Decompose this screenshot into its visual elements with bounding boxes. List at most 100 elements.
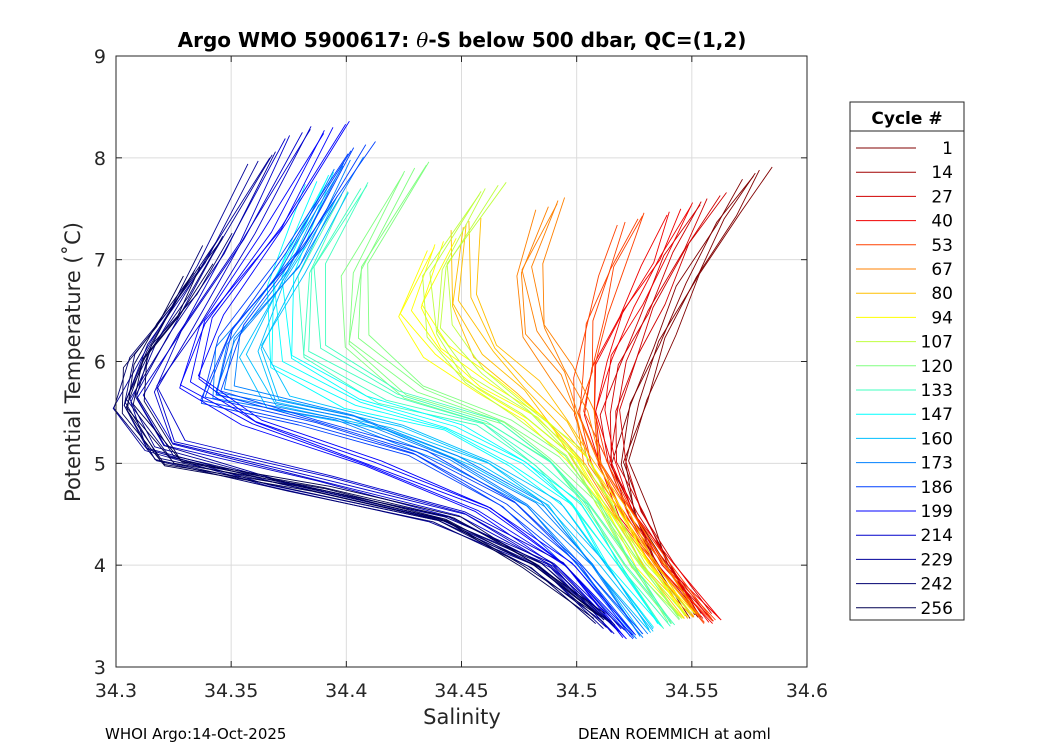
profile-line-80: [457, 223, 695, 617]
y-tick-label: 4: [94, 555, 106, 577]
profile-line-256: [143, 263, 606, 614]
profile-line-133: [325, 182, 672, 625]
x-tick-label: 34.5: [556, 680, 598, 702]
legend-label-133: 133: [921, 381, 953, 401]
legend-label-214: 214: [921, 526, 953, 546]
profile-line-120: [348, 167, 672, 622]
profile-line-40: [604, 202, 721, 619]
profile-line-229: [112, 163, 604, 630]
x-tick-label: 34.35: [204, 680, 258, 702]
profile-line-186: [204, 147, 631, 637]
legend-label-199: 199: [921, 502, 953, 522]
profile-line-186: [220, 141, 644, 635]
profile-line-256: [121, 275, 595, 619]
profile-line-147: [291, 171, 659, 625]
profile-line-67: [521, 203, 701, 617]
profile-line-199: [197, 120, 635, 635]
legend-label-67: 67: [931, 260, 953, 280]
profile-line-53: [573, 224, 705, 624]
legend-label-242: 242: [921, 575, 953, 595]
profile-line-107: [446, 182, 692, 614]
legend-label-147: 147: [921, 405, 953, 425]
profile-line-107: [422, 194, 683, 619]
profile-line-147: [281, 174, 661, 626]
y-tick-label: 9: [94, 46, 106, 68]
chart-title-suffix: -S below 500 dbar, QC=(1,2): [428, 28, 746, 52]
x-tick-label: 34.6: [786, 680, 828, 702]
x-tick-label: 34.45: [434, 680, 488, 702]
profile-line-67: [542, 197, 698, 614]
profile-line-147: [266, 184, 650, 629]
legend-label-160: 160: [921, 429, 953, 449]
legend-label-80: 80: [931, 284, 953, 304]
profile-line-173: [215, 165, 644, 638]
profile-line-1: [620, 175, 754, 618]
profile-line-40: [583, 214, 713, 624]
profile-line-67: [520, 206, 695, 618]
chart-title-theta: θ: [416, 28, 428, 52]
profile-line-147: [273, 177, 662, 627]
y-tick-label: 6: [94, 352, 106, 374]
x-axis-label: Salinity: [423, 705, 501, 729]
legend-label-27: 27: [931, 187, 953, 207]
legend-label-229: 229: [921, 550, 953, 570]
profile-line-160: [260, 195, 650, 631]
profile-line-53: [583, 215, 716, 621]
profile-line-186: [200, 153, 634, 640]
profile-line-94: [421, 238, 696, 614]
profile-line-107: [439, 185, 686, 616]
profile-line-27: [619, 192, 727, 614]
profile-line-214: [156, 126, 622, 630]
profile-line-242: [113, 245, 596, 624]
profile-line-133: [313, 185, 676, 626]
profile-line-94: [398, 250, 685, 619]
legend: Cycle # 1 14 27 40 53 67 80 94 107 120 133 147 160 17…: [849, 101, 965, 621]
profile-line-40: [595, 205, 722, 621]
profile-line-256: [132, 266, 599, 616]
profile-line-160: [257, 198, 654, 632]
footer-credit: WHOI Argo:14-Oct-2025: [105, 725, 287, 743]
legend-box: [849, 101, 965, 621]
x-tick-label: 34.3: [95, 680, 137, 702]
y-tick-label: 8: [94, 148, 106, 170]
legend-label-186: 186: [921, 478, 953, 498]
profile-line-256: [125, 269, 601, 617]
profile-line-107: [429, 191, 682, 618]
profile-line-199: [179, 133, 627, 640]
footer-pi: DEAN ROEMMICH at aoml: [578, 725, 771, 743]
legend-items: 1 14 27 40 53 67 80 94 107 120 133 147 160 173 186 199 2…: [856, 139, 953, 619]
y-tick-label: 7: [94, 250, 106, 272]
legend-label-173: 173: [921, 454, 953, 474]
legend-label-94: 94: [931, 308, 953, 328]
profile-line-27: [599, 204, 704, 619]
profile-line-214: [142, 135, 613, 633]
profile-line-147: [271, 181, 655, 628]
profile-lines: [112, 120, 773, 640]
profile-line-256: [126, 272, 602, 618]
legend-title: Cycle #: [871, 109, 942, 129]
profile-line-120: [357, 164, 680, 621]
profile-line-1: [628, 166, 773, 614]
profile-line-199: [179, 130, 624, 638]
y-tick-label: 5: [94, 453, 106, 475]
y-axis-label: Potential Temperature (˚C): [61, 222, 85, 502]
profile-line-80: [468, 220, 691, 616]
x-tick-label: 34.55: [665, 680, 719, 702]
legend-label-256: 256: [921, 599, 953, 619]
profile-line-120: [367, 161, 680, 619]
legend-label-40: 40: [931, 212, 953, 232]
profile-line-186: [200, 150, 635, 638]
profile-line-1: [625, 172, 756, 617]
profile-line-214: [156, 129, 625, 631]
profile-line-186: [216, 144, 637, 636]
chart-title-prefix: Argo WMO 5900617:: [178, 28, 417, 52]
profile-line-80: [476, 217, 696, 614]
profile-line-229: [134, 151, 613, 625]
legend-label-120: 120: [921, 357, 953, 377]
chart-title: Argo WMO 5900617: θ-S below 500 dbar, QC…: [178, 28, 747, 52]
profile-line-173: [233, 156, 649, 635]
profile-line-242: [125, 235, 605, 621]
profile-line-160: [261, 192, 654, 630]
legend-label-53: 53: [931, 236, 953, 256]
